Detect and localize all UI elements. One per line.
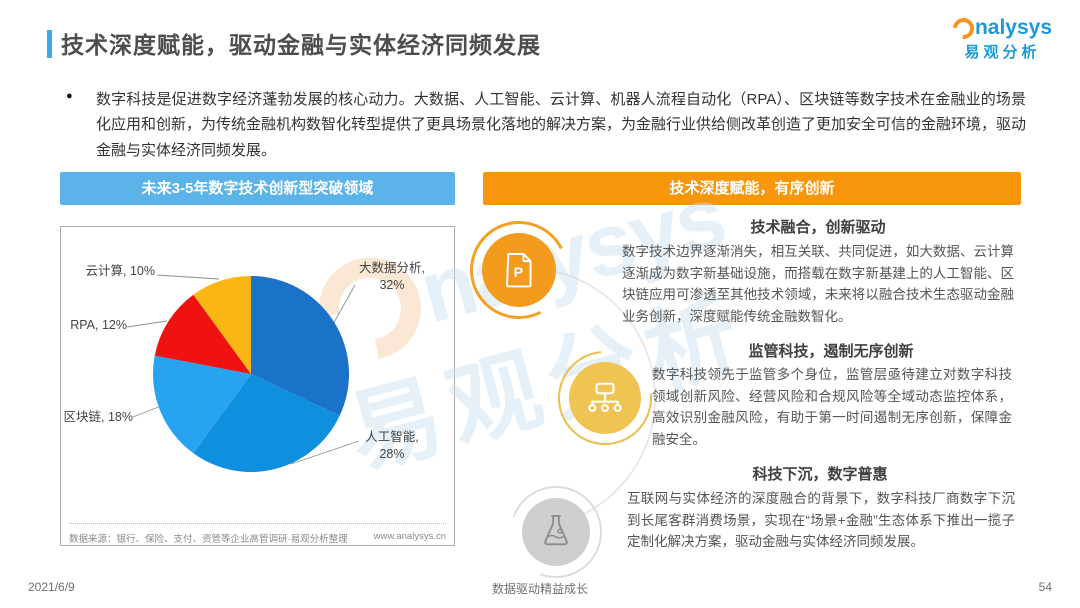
page-title: 技术深度赋能，驱动金融与实体经济同频发展 — [61, 32, 541, 58]
flask-icon-circle — [522, 498, 590, 566]
logo-swirl-icon — [948, 13, 979, 43]
brand-logo: nalysys 易观分析 — [948, 13, 1052, 62]
pie-chart — [153, 276, 349, 472]
flask-icon — [544, 515, 568, 546]
right-panel-header: 技术深度赋能，有序创新 — [483, 172, 1021, 205]
footer-page-number: 54 — [1038, 580, 1052, 594]
right-item-1-title: 技术融合，创新驱动 — [750, 219, 886, 236]
pie-chart-card: 大数据分析, 32% 人工智能, 28% 区块链, 18% RPA, 12% 云… — [60, 226, 455, 546]
right-item-1-body: 数字技术边界逐渐消失，相互关联、共同促进，如大数据、云计算逐渐成为数字新基础设施… — [622, 244, 1014, 324]
sitemap-icon-circle — [569, 362, 641, 434]
logo-cn-text: 易观分析 — [964, 44, 1041, 61]
document-p-icon: P — [506, 253, 532, 288]
right-item-2-title: 监管科技，遏制无序创新 — [748, 343, 914, 360]
pie-label-blockchain: 区块链, 18% — [63, 410, 133, 424]
pie-label-ai: 人工智能, 28% — [365, 430, 419, 461]
pie-slice-0 — [251, 276, 349, 416]
chart-source-url: www.analysys.cn — [373, 531, 446, 542]
left-panel-header: 未来3-5年数字技术创新型突破领域 — [60, 172, 455, 205]
pie-slice-4 — [193, 276, 251, 374]
footer-date: 2021/6/9 — [28, 580, 75, 594]
bullet-icon: ● — [66, 90, 73, 102]
pie-slice-2 — [153, 355, 251, 454]
pie-slice-3 — [154, 294, 251, 374]
logo-brand-text: nalysys — [974, 16, 1052, 39]
pie-label-cloud: 云计算, 10% — [85, 264, 155, 278]
sitemap-icon — [588, 382, 622, 413]
right-item-2-body: 数字科技领先于监管多个身位，监管层亟待建立对数字科技领域创新风险、经营风险和合规… — [652, 367, 1012, 447]
right-item-3-body: 互联网与实体经济的深度融合的背景下，数字科技厂商数字下沉到长尾客群消费场景，实现… — [627, 491, 1015, 550]
footer-motto: 数据驱动精益成长 — [491, 582, 588, 596]
document-icon-circle: P — [482, 233, 556, 307]
right-item-3-title: 科技下沉，数字普惠 — [752, 466, 888, 483]
pie-label-bigdata: 大数据分析, 32% — [359, 261, 425, 292]
chart-source-text: 数据来源：银行、保险、支付、资管等企业高管调研·易观分析整理 — [69, 534, 348, 545]
svg-text:P: P — [514, 265, 523, 281]
pie-label-rpa: RPA, 12% — [70, 318, 127, 332]
intro-paragraph: 数字科技是促进数字经济蓬勃发展的核心动力。大数据、人工智能、云计算、机器人流程自… — [96, 91, 1027, 159]
title-accent-bar — [47, 30, 52, 58]
chart-source-row: 数据来源：银行、保险、支付、资管等企业高管调研·易观分析整理 www.analy… — [69, 523, 446, 545]
